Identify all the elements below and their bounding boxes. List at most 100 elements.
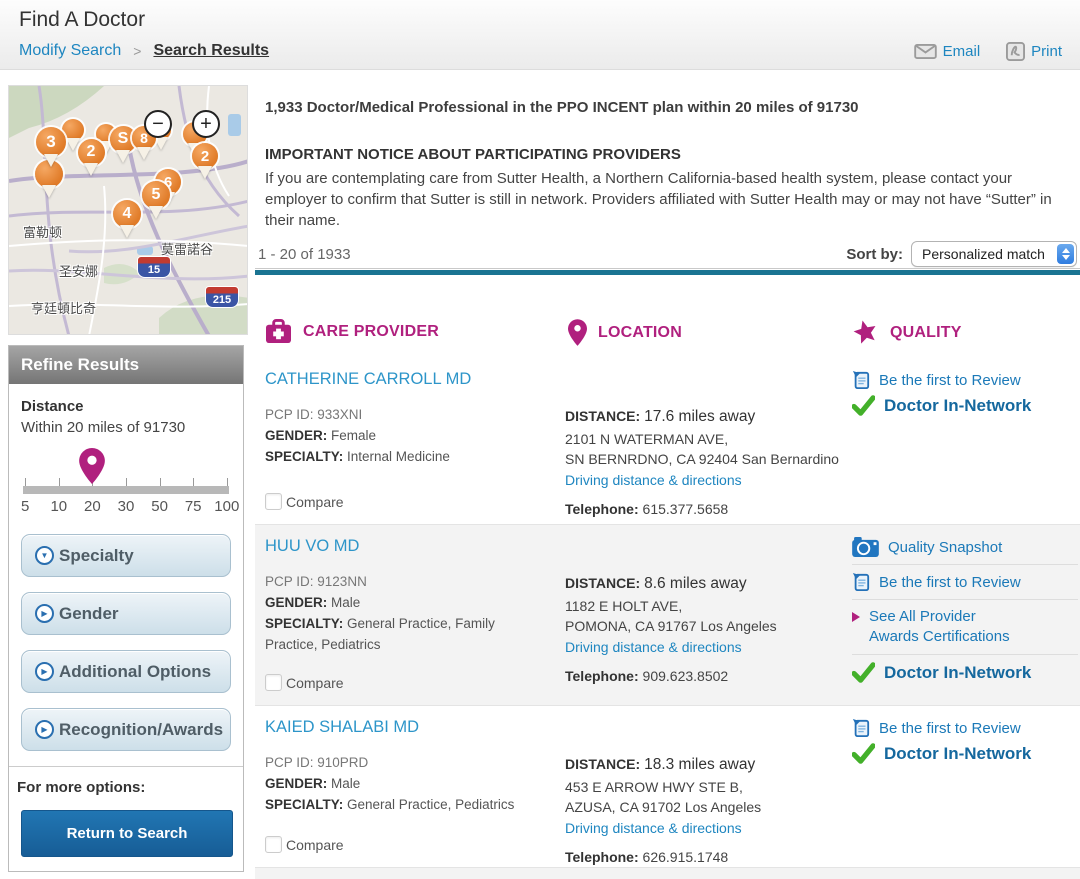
review-note-icon <box>852 370 870 390</box>
location-details: DISTANCE: 17.6 miles away 2101 N WATERMA… <box>565 406 847 519</box>
specialty-value: General Practice, Family Practice, Pedia… <box>265 616 495 652</box>
in-network-label: Doctor In-Network <box>884 743 1032 763</box>
page-title: Find A Doctor <box>19 8 146 31</box>
accordion-specialty[interactable]: ▼ Specialty <box>21 534 231 577</box>
compare-control: Compare <box>265 493 344 510</box>
result-row-4-partial <box>255 867 1080 879</box>
provider-details: PCP ID: 910PRD GENDER: Male SPECIALTY: G… <box>265 752 533 815</box>
accordion-label: Gender <box>59 603 119 623</box>
map-panel[interactable]: 富勒顿 莫雷諾谷 圣安娜 亨廷頓比奇 15 215 3 2 S 8 2 6 5 4 − + <box>8 85 248 335</box>
distance-label: DISTANCE: <box>565 756 641 772</box>
in-network-status: Doctor In-Network <box>852 395 1078 416</box>
sort-select[interactable]: Personalized match <box>911 241 1077 267</box>
doctor-name-link[interactable]: KAIED SHALABI MD <box>265 718 420 736</box>
pcp-id-label: PCP ID: <box>265 755 314 770</box>
review-link[interactable]: Be the first to Review <box>852 718 1078 738</box>
top-actions: Email Print <box>913 42 1062 61</box>
quality-details: Quality Snapshot Be the first to Review … <box>852 537 1078 683</box>
chevron-down-icon: ▼ <box>35 546 54 565</box>
return-to-search-button[interactable]: Return to Search <box>21 810 233 857</box>
map-zoom-in-button[interactable]: + <box>192 110 220 138</box>
specialty-value: General Practice, Pediatrics <box>347 797 515 812</box>
slider-tick-label: 50 <box>151 498 168 515</box>
review-link[interactable]: Be the first to Review <box>852 370 1078 390</box>
compare-checkbox[interactable] <box>265 836 282 853</box>
chevron-right-icon: ▶ <box>35 662 54 681</box>
column-quality: QUALITY <box>852 319 962 346</box>
slider-tick <box>58 478 60 486</box>
check-icon <box>852 662 875 683</box>
medical-bag-icon <box>265 319 292 344</box>
compare-control: Compare <box>265 836 344 853</box>
map-pin[interactable]: 5 <box>142 181 170 226</box>
distance-slider-track[interactable] <box>23 486 229 494</box>
slider-tick-label: 5 <box>21 498 30 515</box>
result-row-1: CATHERINE CARROLL MD PCP ID: 933XNI GEND… <box>255 358 1080 524</box>
driving-directions-link[interactable]: Driving distance & directions <box>565 472 742 488</box>
interstate-shield-icon: 215 <box>205 286 239 308</box>
address-line-2: AZUSA, CA 91702 Los Angeles <box>565 799 762 815</box>
email-button[interactable]: Email <box>913 42 980 61</box>
address-line-1: 453 E ARROW HWY STE B, <box>565 779 743 795</box>
doctor-name-link[interactable]: CATHERINE CARROLL MD <box>265 370 472 388</box>
doctor-name-link[interactable]: HUU VO MD <box>265 537 360 555</box>
slider-tick-label: 75 <box>184 498 202 515</box>
print-label: Print <box>1031 43 1062 60</box>
awards-bullet-icon <box>852 612 860 622</box>
distance-slider-handle-icon[interactable] <box>79 448 106 484</box>
slider-tick <box>159 478 161 486</box>
distance-value: 8.6 miles away <box>644 575 747 592</box>
more-options-label: For more options: <box>17 779 146 796</box>
result-row-3: KAIED SHALABI MD PCP ID: 910PRD GENDER: … <box>255 706 1080 867</box>
map-zoom-out-button[interactable]: − <box>144 110 172 138</box>
map-pin[interactable] <box>62 119 84 158</box>
driving-directions-link[interactable]: Driving distance & directions <box>565 639 742 655</box>
quality-snapshot-link[interactable]: Quality Snapshot <box>852 537 1078 557</box>
map-pin[interactable]: 8 <box>132 126 156 167</box>
map-place-label: 圣安娜 <box>59 264 99 279</box>
accordion-gender[interactable]: ▶ Gender <box>21 592 231 635</box>
distance-label: DISTANCE: <box>565 408 641 424</box>
telephone-value: 626.915.1748 <box>642 849 729 865</box>
star-icon <box>852 319 879 346</box>
awards-line-1: See All Provider <box>869 608 976 625</box>
breadcrumb-modify-search[interactable]: Modify Search <box>19 42 122 59</box>
map-pin[interactable]: S <box>109 125 137 170</box>
address-line-1: 2101 N WATERMAN AVE, <box>565 431 729 447</box>
map-pin[interactable]: 3 <box>36 127 66 174</box>
interstate-shield-icon: 15 <box>137 256 171 278</box>
map-place-label: 亨廷頓比奇 <box>31 301 97 316</box>
distance-label: DISTANCE: <box>565 575 641 591</box>
review-link[interactable]: Be the first to Review <box>852 564 1078 592</box>
awards-certifications-link[interactable]: See All Provider Awards Certifications <box>852 599 1078 647</box>
slider-tick <box>226 478 228 486</box>
telephone-value: 909.623.8502 <box>642 668 729 684</box>
breadcrumb-separator-icon: > <box>133 43 142 59</box>
distance-value: 18.3 miles away <box>644 756 756 773</box>
accordion-recognition-awards[interactable]: ▶ Recognition/Awards <box>21 708 231 751</box>
gender-label: GENDER: <box>265 428 328 443</box>
map-pin[interactable]: 2 <box>192 143 218 186</box>
in-network-label: Doctor In-Network <box>884 395 1032 415</box>
map-pin[interactable]: 4 <box>113 200 141 245</box>
print-button[interactable]: Print <box>1006 42 1062 61</box>
gender-value: Male <box>331 776 361 791</box>
awards-line-2: Awards Certifications <box>869 628 1010 645</box>
compare-checkbox[interactable] <box>265 493 282 510</box>
check-icon <box>852 743 875 764</box>
compare-checkbox[interactable] <box>265 674 282 691</box>
accordion-label: Specialty <box>59 545 134 565</box>
driving-directions-link[interactable]: Driving distance & directions <box>565 820 742 836</box>
review-note-icon <box>852 718 870 738</box>
map-pin[interactable]: 2 <box>77 138 105 183</box>
map-canvas: 富勒顿 莫雷諾谷 圣安娜 亨廷頓比奇 15 215 3 2 S 8 2 6 5 4 <box>9 86 247 334</box>
provider-details: PCP ID: 9123NN GENDER: Male SPECIALTY: G… <box>265 571 533 655</box>
accordion-additional-options[interactable]: ▶ Additional Options <box>21 650 231 693</box>
accordion-label: Additional Options <box>59 661 212 681</box>
results-divider-bar <box>255 270 1080 275</box>
provider-details: PCP ID: 933XNI GENDER: Female SPECIALTY:… <box>265 404 533 467</box>
telephone-label: Telephone: <box>565 668 639 684</box>
camera-icon <box>852 537 879 557</box>
address-line-2: POMONA, CA 91767 Los Angeles <box>565 618 777 634</box>
location-details: DISTANCE: 8.6 miles away 1182 E HOLT AVE… <box>565 573 847 686</box>
